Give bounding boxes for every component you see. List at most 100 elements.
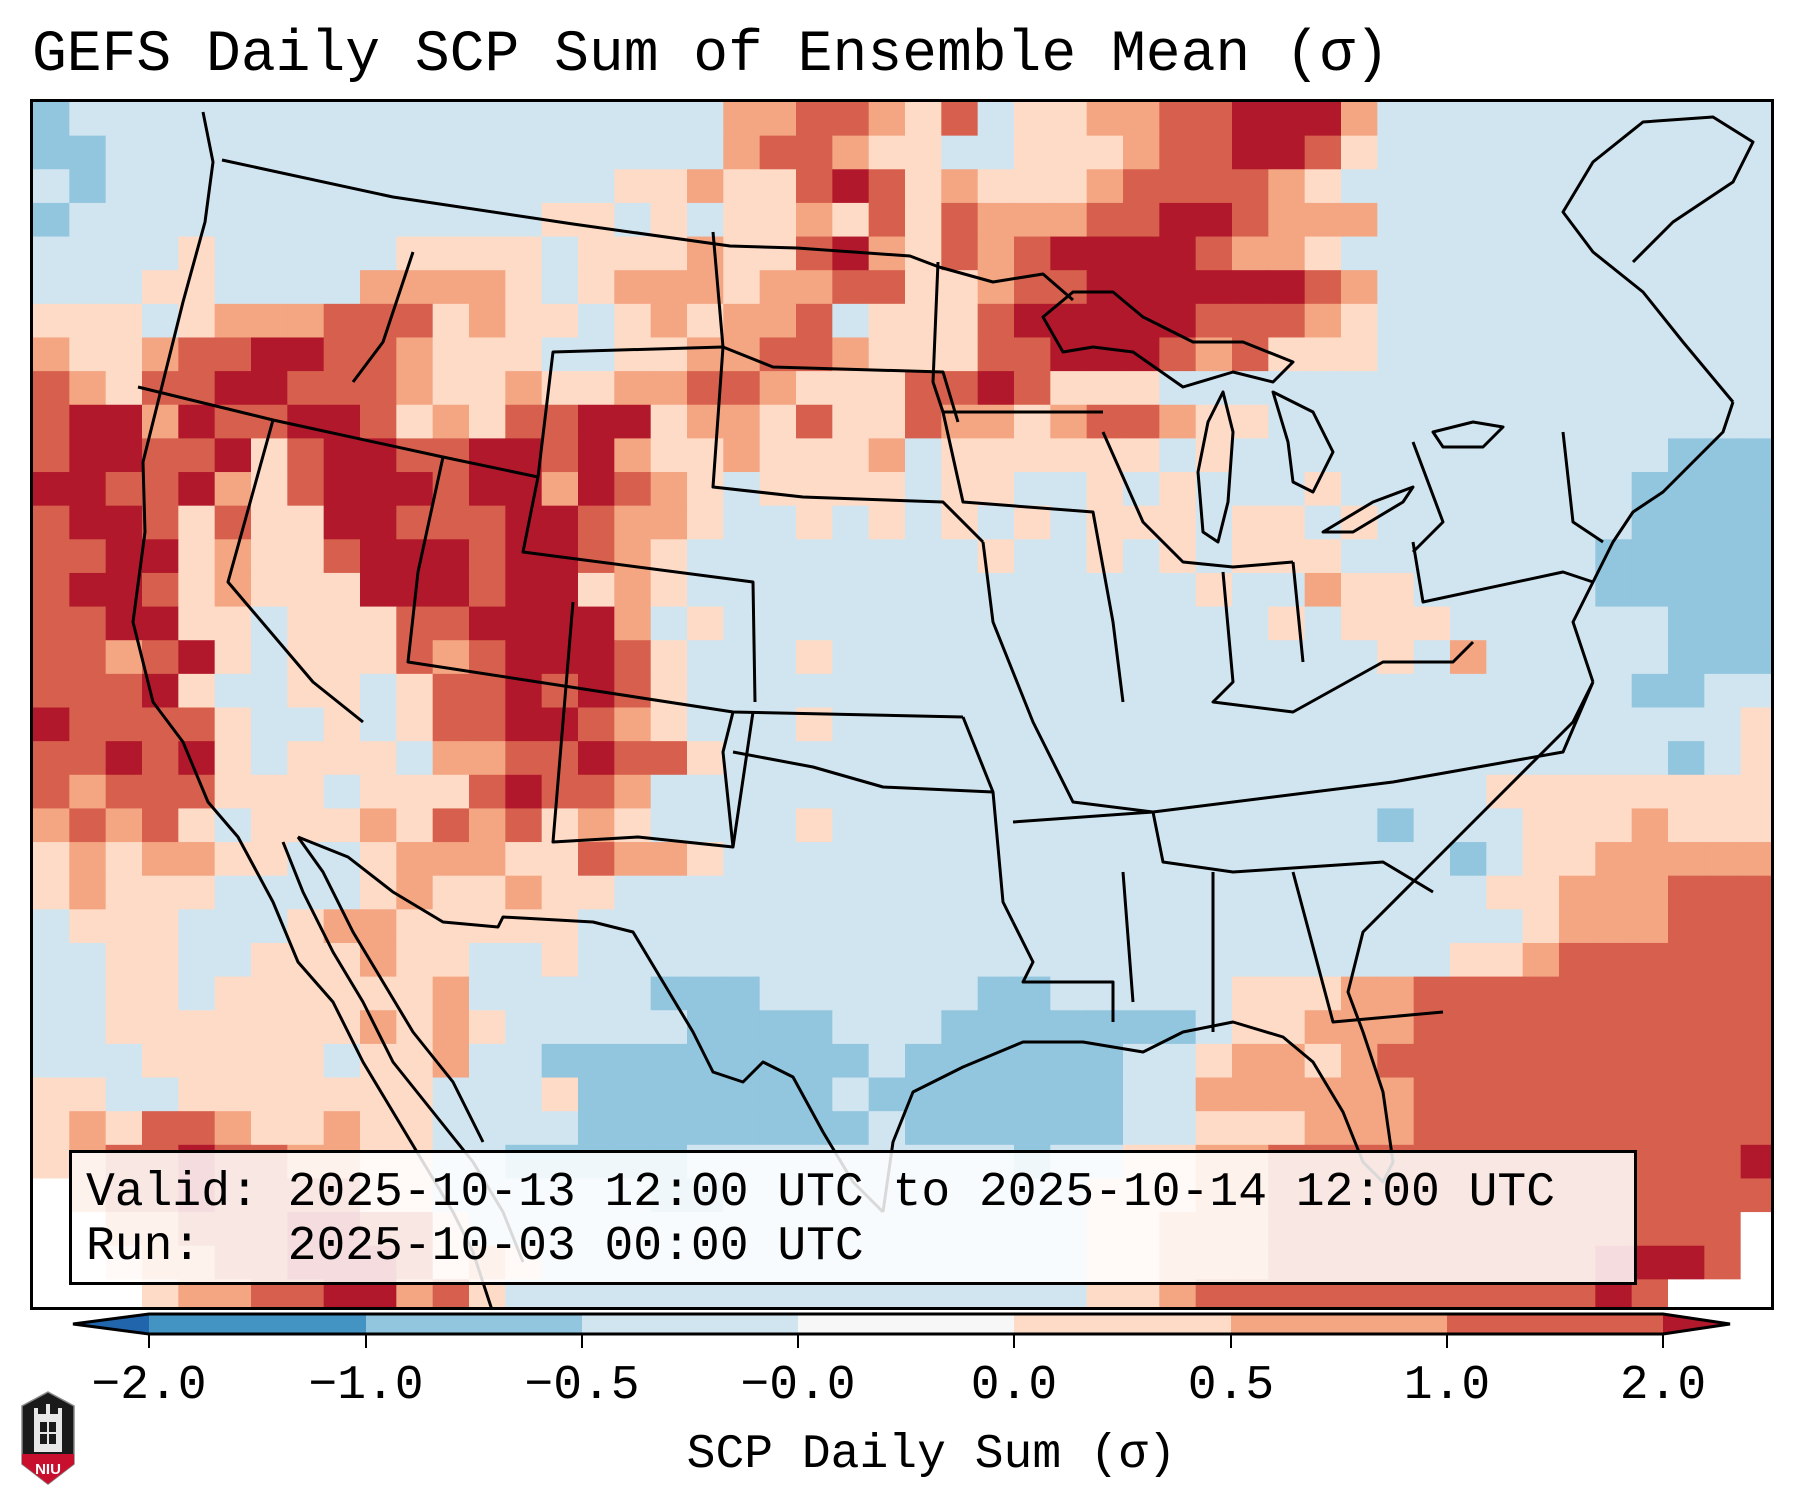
heatmap-cell bbox=[1014, 1010, 1051, 1045]
heatmap-cell bbox=[1631, 404, 1669, 439]
heatmap-cell bbox=[178, 1077, 216, 1112]
heatmap-cell bbox=[832, 808, 870, 843]
heatmap-cell bbox=[1341, 202, 1378, 238]
heatmap-cell bbox=[796, 808, 833, 843]
heatmap-cell bbox=[1014, 1043, 1051, 1079]
heatmap-cell bbox=[578, 707, 615, 742]
heatmap-cell bbox=[1232, 976, 1269, 1011]
heatmap-cell bbox=[1522, 707, 1560, 742]
heatmap-cell bbox=[1740, 909, 1771, 944]
heatmap-cell bbox=[868, 169, 906, 204]
heatmap-cell bbox=[505, 774, 543, 810]
heatmap-cell bbox=[1014, 875, 1051, 910]
heatmap-cell bbox=[1159, 505, 1197, 540]
heatmap-cell bbox=[214, 976, 252, 1011]
heatmap-cell bbox=[1159, 337, 1197, 372]
heatmap-cell bbox=[1304, 707, 1342, 742]
heatmap-cell bbox=[1304, 102, 1342, 137]
heatmap-cell bbox=[1195, 539, 1233, 574]
heatmap-cell bbox=[287, 875, 325, 910]
state-line bbox=[1211, 571, 1475, 714]
heatmap-cell bbox=[977, 371, 1015, 406]
heatmap-cell bbox=[432, 741, 470, 776]
heatmap-cell bbox=[868, 1043, 906, 1079]
heatmap-cell bbox=[759, 1111, 797, 1146]
heatmap-cell bbox=[1450, 875, 1487, 910]
heatmap-cell bbox=[1086, 1010, 1124, 1045]
heatmap-cell bbox=[759, 303, 797, 339]
heatmap-cell bbox=[1668, 741, 1705, 776]
heatmap-cell bbox=[1232, 875, 1269, 910]
heatmap-cell bbox=[69, 875, 107, 910]
heatmap-cell bbox=[905, 404, 942, 439]
heatmap-cell bbox=[796, 303, 833, 339]
heatmap-cell bbox=[1268, 539, 1306, 574]
heatmap-cell bbox=[1377, 1043, 1415, 1079]
heatmap-cell bbox=[214, 270, 252, 305]
state-line bbox=[1012, 810, 1434, 894]
heatmap-cell bbox=[1704, 303, 1742, 339]
heatmap-cell bbox=[142, 472, 179, 507]
heatmap-cell bbox=[1232, 606, 1269, 641]
heatmap-cell bbox=[1704, 472, 1742, 507]
heatmap-cell bbox=[33, 1279, 70, 1307]
heatmap-cell bbox=[1268, 909, 1306, 944]
heatmap-cell bbox=[1232, 236, 1269, 271]
heatmap-cell bbox=[214, 673, 252, 709]
heatmap-cell bbox=[1159, 371, 1197, 406]
heatmap-cell bbox=[832, 842, 870, 877]
heatmap-cell bbox=[1595, 371, 1633, 406]
heatmap-cell bbox=[1522, 404, 1560, 439]
heatmap-cell bbox=[1413, 303, 1451, 339]
heatmap-cell bbox=[1304, 135, 1342, 170]
heatmap-cell bbox=[142, 909, 179, 944]
heatmap-cell bbox=[142, 842, 179, 877]
heatmap-cell bbox=[469, 741, 506, 776]
heatmap-cell bbox=[614, 774, 652, 810]
heatmap-cell bbox=[33, 169, 70, 204]
heatmap-cell bbox=[1486, 1077, 1524, 1112]
heatmap-cell bbox=[541, 472, 579, 507]
heatmap-cell bbox=[33, 572, 70, 608]
heatmap-cell bbox=[578, 842, 615, 877]
heatmap-cell bbox=[396, 102, 434, 137]
heatmap-cell bbox=[469, 673, 506, 709]
heatmap-cell bbox=[1341, 909, 1378, 944]
heatmap-cell bbox=[905, 1111, 942, 1146]
heatmap-cell bbox=[33, 102, 70, 137]
heatmap-cell bbox=[1522, 606, 1560, 641]
heatmap-cell bbox=[723, 976, 761, 1011]
heatmap-cell bbox=[142, 270, 179, 305]
heatmap-cell bbox=[1377, 539, 1415, 574]
heatmap-cell bbox=[323, 1010, 361, 1045]
heatmap-cell bbox=[142, 169, 179, 204]
heatmap-cell bbox=[69, 673, 107, 709]
heatmap-cell bbox=[759, 572, 797, 608]
heatmap-cell bbox=[687, 438, 724, 473]
heatmap-cell bbox=[1595, 169, 1633, 204]
heatmap-cell bbox=[977, 505, 1015, 540]
heatmap-cell bbox=[1559, 808, 1596, 843]
heatmap-cell bbox=[1268, 572, 1306, 608]
heatmap-cell bbox=[142, 741, 179, 776]
state-line bbox=[1152, 681, 1595, 814]
heatmap-cell bbox=[396, 236, 434, 271]
heatmap-cell bbox=[1232, 707, 1269, 742]
heatmap-cell bbox=[1595, 404, 1633, 439]
heatmap-cell bbox=[941, 572, 979, 608]
heatmap-cell bbox=[832, 942, 870, 978]
heatmap-cell bbox=[69, 337, 107, 372]
heatmap-cell bbox=[687, 606, 724, 641]
heatmap-cell bbox=[1522, 673, 1560, 709]
heatmap-cell bbox=[178, 808, 216, 843]
heatmap-cell bbox=[432, 707, 470, 742]
heatmap-cell bbox=[323, 1043, 361, 1079]
heatmap-cell bbox=[578, 371, 615, 406]
heatmap-cell bbox=[1232, 539, 1269, 574]
heatmap-cell bbox=[1740, 1279, 1771, 1307]
heatmap-cell bbox=[1086, 1043, 1124, 1079]
heatmap-cell bbox=[1450, 371, 1487, 406]
heatmap-cell bbox=[105, 842, 143, 877]
heatmap-cell bbox=[396, 135, 434, 170]
heatmap-cell bbox=[578, 1010, 615, 1045]
